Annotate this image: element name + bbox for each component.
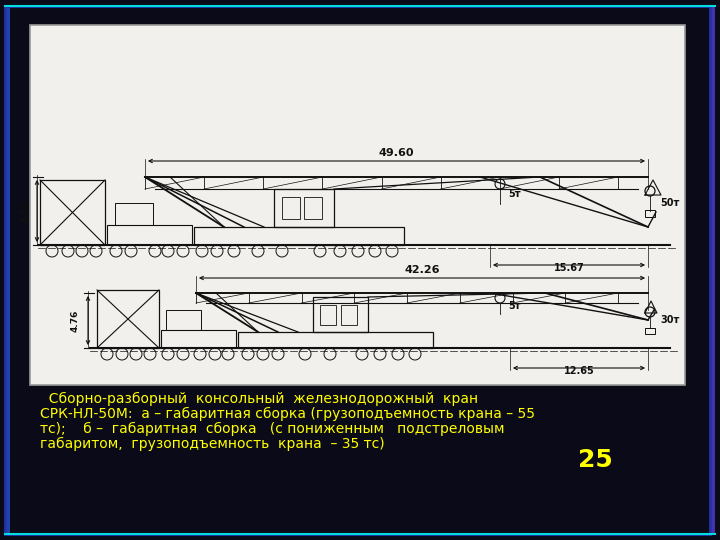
Bar (166, 310, 201, 330)
Text: 6.05: 6.05 (21, 200, 30, 222)
Bar (238, 332, 433, 348)
Text: тс);    б –  габаритная  сборка   (с пониженным   подстреловым: тс); б – габаритная сборка (с пониженным… (40, 422, 505, 436)
Bar (313, 297, 368, 332)
Text: габаритом,  грузоподъемность  крана  – 35 тс): габаритом, грузоподъемность крана – 35 т… (40, 437, 384, 451)
Text: 49.60: 49.60 (379, 148, 414, 158)
Text: Сборно-разборный  консольный  железнодорожный  кран: Сборно-разборный консольный железнодорож… (40, 392, 478, 406)
Bar (710, 6, 715, 534)
Bar (274, 189, 334, 227)
Text: 15.67: 15.67 (554, 263, 585, 273)
Bar (645, 328, 655, 334)
Bar (161, 330, 236, 348)
Bar (304, 197, 322, 219)
Bar (5, 6, 10, 534)
Text: СРК-НЛ-50М:  а – габаритная сборка (грузоподъемность крана – 55: СРК-НЛ-50М: а – габаритная сборка (грузо… (40, 407, 535, 421)
Bar (341, 305, 357, 325)
Bar (282, 197, 300, 219)
Bar (30, 25, 685, 385)
Bar (115, 203, 153, 225)
Text: 30т: 30т (660, 315, 680, 325)
Bar (40, 180, 105, 245)
Text: 4.76: 4.76 (71, 309, 80, 332)
Bar (645, 210, 655, 217)
Text: 42.26: 42.26 (404, 265, 440, 275)
Bar (320, 305, 336, 325)
Text: 5т: 5т (508, 301, 521, 311)
Text: 50т: 50т (660, 198, 680, 208)
Bar (107, 225, 192, 245)
Text: 5т: 5т (508, 189, 521, 199)
Text: 25: 25 (577, 448, 613, 472)
Text: 12.65: 12.65 (564, 366, 595, 376)
Bar (97, 290, 159, 348)
Bar (194, 227, 404, 245)
